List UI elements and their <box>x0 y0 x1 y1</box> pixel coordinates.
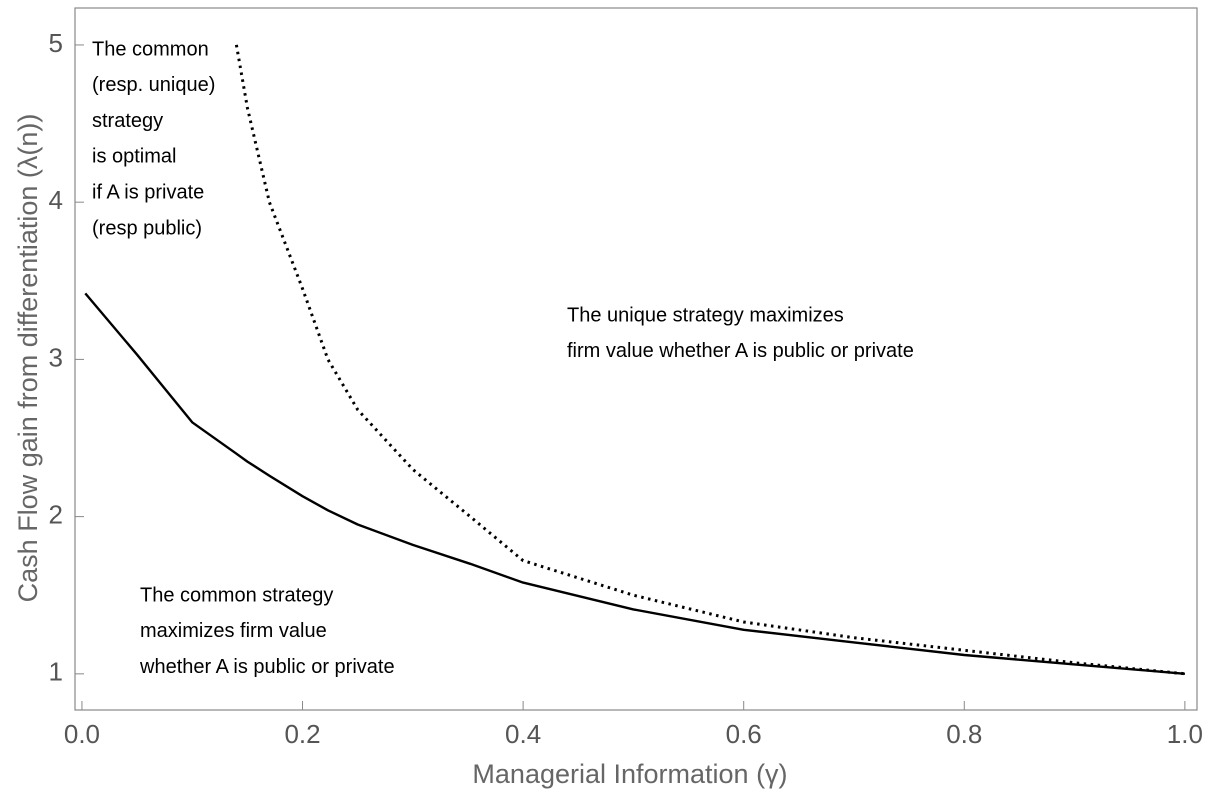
y-tick-label: 1 <box>49 657 63 687</box>
annotation: The unique strategy maximizes <box>567 304 844 326</box>
annotation: maximizes firm value <box>140 620 327 642</box>
annotation: is optimal <box>92 146 176 168</box>
x-tick-label: 0.8 <box>946 719 982 749</box>
annotation: firm value whether A is public or privat… <box>567 340 914 362</box>
x-tick-label: 0.4 <box>505 719 541 749</box>
annotation: The common <box>92 38 209 60</box>
annotation: strategy <box>92 110 163 132</box>
y-axis-label: Cash Flow gain from differentiation (λ(n… <box>13 114 43 603</box>
annotation: whether A is public or private <box>139 656 395 678</box>
annotation: (resp public) <box>92 217 202 239</box>
annotation: The common strategy <box>140 584 333 606</box>
y-tick-label: 5 <box>49 28 63 58</box>
annotation: if A is private <box>92 181 204 203</box>
x-tick-label: 0.0 <box>64 719 100 749</box>
x-axis-label: Managerial Information (γ) <box>472 759 787 789</box>
line-series <box>84 292 1186 675</box>
y-tick-label: 3 <box>49 342 63 372</box>
y-tick-label: 2 <box>49 499 63 529</box>
x-tick-label: 0.6 <box>726 719 762 749</box>
x-tick-label: 0.2 <box>284 719 320 749</box>
y-tick-label: 4 <box>49 185 63 215</box>
annotation: (resp. unique) <box>92 74 215 96</box>
x-tick-label: 1.0 <box>1167 719 1203 749</box>
